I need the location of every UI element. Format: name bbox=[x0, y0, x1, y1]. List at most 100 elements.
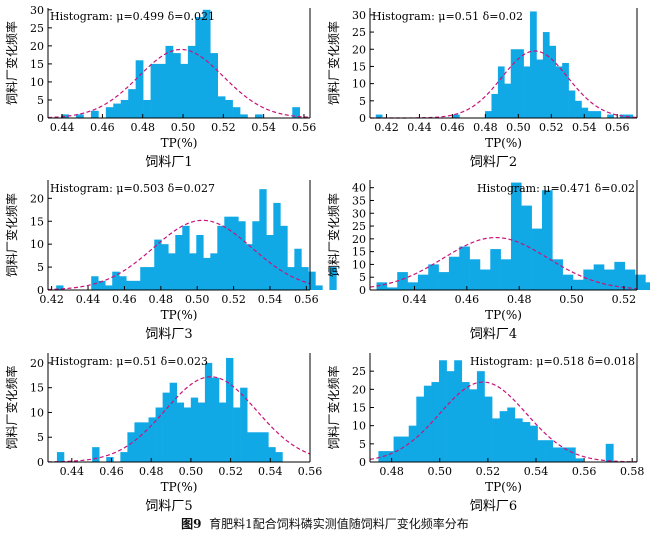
figure-number: 图9 bbox=[181, 517, 202, 531]
histogram-bar bbox=[150, 63, 159, 118]
histogram-bar bbox=[196, 235, 204, 290]
x-tick-label: 0.44 bbox=[60, 465, 85, 478]
histogram-bar bbox=[572, 279, 584, 290]
x-tick-label: 0.54 bbox=[251, 121, 276, 134]
y-tick-label: 15 bbox=[30, 215, 44, 228]
histogram-bar bbox=[134, 422, 142, 462]
histogram-bar bbox=[217, 96, 226, 118]
x-tick-label: 0.46 bbox=[112, 293, 137, 306]
histogram-bar bbox=[225, 99, 233, 118]
histogram-bar bbox=[552, 447, 561, 462]
x-axis-label: TP(%) bbox=[161, 480, 198, 494]
histogram-bar bbox=[645, 282, 650, 290]
histogram-stats-label: Histogram: μ=0.518 δ=0.018 bbox=[470, 355, 635, 368]
y-tick-label: 10 bbox=[30, 406, 44, 419]
histogram-bar bbox=[113, 103, 122, 118]
y-tick-label: 35 bbox=[352, 194, 366, 207]
y-tick-label: 15 bbox=[30, 58, 44, 71]
histogram-bar bbox=[507, 407, 516, 462]
y-tick-label: 0 bbox=[37, 456, 44, 469]
figure-caption: 图9 育肥料1配合饲料磷实测值随饲料厂变化频率分布 bbox=[0, 515, 650, 532]
histogram-bar bbox=[423, 385, 432, 462]
y-tick-label: 5 bbox=[359, 95, 366, 108]
histogram-bar bbox=[454, 360, 463, 462]
histogram-bar bbox=[76, 114, 84, 118]
chart-panel-6: 0.48 0.50 0.52 0.54 0.56 0.58 0 5 10 15 20 25 Histog… bbox=[326, 353, 644, 514]
histogram-bar bbox=[226, 357, 234, 462]
histogram-bar bbox=[231, 216, 239, 290]
histogram-bar bbox=[301, 267, 309, 290]
histogram-bar bbox=[555, 66, 563, 118]
y-tick-label: 5 bbox=[359, 438, 366, 451]
histogram-bar bbox=[287, 267, 295, 290]
histogram-bar bbox=[175, 235, 183, 290]
y-tick-label: 40 bbox=[352, 182, 366, 195]
histogram-bar bbox=[308, 271, 316, 290]
y-tick-label: 20 bbox=[30, 40, 44, 53]
x-tick-label: 0.42 bbox=[39, 293, 64, 306]
histogram-bar bbox=[568, 90, 576, 118]
normal-fit-curve bbox=[369, 381, 638, 463]
histogram-bar bbox=[624, 269, 636, 290]
histogram-bar bbox=[416, 396, 425, 462]
histogram-bar bbox=[202, 9, 211, 119]
histogram-bar bbox=[562, 63, 569, 118]
histogram-bar bbox=[168, 253, 176, 290]
histogram-bar bbox=[183, 407, 192, 462]
x-axis-label: TP(%) bbox=[161, 308, 198, 322]
panel-title: 饲料厂6 bbox=[470, 499, 517, 514]
x-tick-label: 0.48 bbox=[139, 465, 164, 478]
histogram-bar bbox=[417, 274, 429, 290]
x-tick-label: 0.52 bbox=[539, 121, 564, 134]
histogram-bar bbox=[56, 452, 65, 462]
histogram-bar bbox=[329, 267, 337, 290]
x-tick-label: 0.56 bbox=[298, 465, 323, 478]
histogram-bar bbox=[120, 99, 129, 118]
x-tick-label: 0.46 bbox=[90, 121, 115, 134]
histogram-bar bbox=[575, 100, 582, 118]
histogram-bar bbox=[259, 189, 267, 290]
x-tick-label: 0.56 bbox=[572, 465, 597, 478]
x-tick-label: 0.46 bbox=[440, 121, 465, 134]
x-tick-label: 0.44 bbox=[50, 121, 75, 134]
histogram-bar bbox=[438, 272, 450, 290]
histogram-bar bbox=[245, 244, 253, 290]
x-tick-label: 0.54 bbox=[258, 293, 283, 306]
y-tick-label: 5 bbox=[37, 431, 44, 444]
x-tick-label: 0.48 bbox=[507, 293, 532, 306]
histogram-bar bbox=[531, 228, 543, 290]
x-tick-label: 0.52 bbox=[221, 293, 246, 306]
histogram-bar bbox=[254, 114, 263, 118]
histogram-bar bbox=[233, 407, 241, 462]
histogram-bar bbox=[292, 107, 301, 118]
histogram-bar bbox=[90, 110, 99, 118]
x-axis-label: TP(%) bbox=[485, 480, 522, 494]
chart-panel-1: 0.44 0.46 0.48 0.50 0.52 0.54 0.56 0 5 10 15 20 25 30… bbox=[4, 4, 316, 170]
histogram-bar bbox=[275, 452, 283, 462]
histogram-bar bbox=[105, 285, 113, 290]
histogram-bar bbox=[461, 382, 470, 462]
y-tick-label: 0 bbox=[37, 112, 44, 125]
x-tick-label: 0.50 bbox=[428, 465, 453, 478]
normal-fit-curve bbox=[47, 219, 311, 291]
histogram-bar bbox=[210, 53, 218, 118]
histogram-bar bbox=[147, 267, 155, 290]
y-tick-label: 15 bbox=[352, 60, 366, 73]
histogram-bar bbox=[252, 221, 260, 290]
x-tick-label: 0.56 bbox=[294, 293, 319, 306]
y-tick-label: 0 bbox=[359, 112, 366, 125]
histogram-bar bbox=[195, 17, 204, 118]
y-tick-label: 5 bbox=[37, 261, 44, 274]
histogram-bar bbox=[510, 49, 518, 118]
x-tick-label: 0.48 bbox=[473, 121, 498, 134]
histogram-bar bbox=[536, 59, 544, 118]
histogram-bar bbox=[378, 451, 387, 462]
histogram-bar bbox=[469, 259, 481, 290]
histogram-bar bbox=[431, 382, 440, 462]
histogram-bar bbox=[459, 246, 470, 290]
y-tick-label: 10 bbox=[30, 76, 44, 89]
y-axis-label: 饲料厂变化频率 bbox=[326, 193, 341, 277]
histogram-bar bbox=[148, 417, 156, 462]
x-tick-label: 0.50 bbox=[171, 121, 196, 134]
histogram-bar bbox=[605, 443, 614, 462]
